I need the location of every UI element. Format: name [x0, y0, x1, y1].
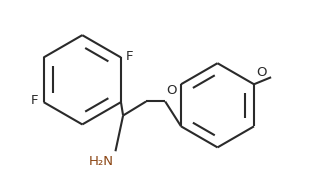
Text: O: O — [256, 66, 267, 79]
Text: F: F — [31, 94, 38, 107]
Text: F: F — [126, 50, 133, 63]
Text: H₂N: H₂N — [89, 155, 114, 168]
Text: O: O — [167, 84, 177, 97]
